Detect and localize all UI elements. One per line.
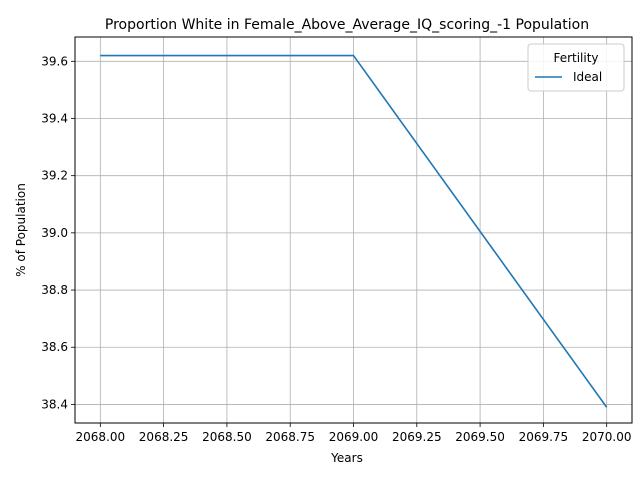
x-tick-label: 2068.50 <box>202 430 252 444</box>
series-line-ideal <box>100 54 608 408</box>
x-tick-label: 2069.50 <box>455 430 505 444</box>
legend-title: Fertility <box>553 51 598 65</box>
y-tick-label: 38.6 <box>41 340 68 354</box>
y-tick-label: 39.4 <box>41 111 68 125</box>
x-axis-label: Years <box>330 451 363 465</box>
series-layer <box>100 54 608 408</box>
legend-box <box>527 43 625 92</box>
x-tick-label: 2068.25 <box>139 430 189 444</box>
x-tick-label: 2069.25 <box>392 430 442 444</box>
legend-label-ideal: Ideal <box>573 70 602 84</box>
legend: Fertility Ideal <box>527 43 625 92</box>
grid-lines <box>75 37 632 423</box>
y-tick-label: 39.6 <box>41 54 68 68</box>
y-tick-label: 39.0 <box>41 226 68 240</box>
x-tick-label: 2070.00 <box>582 430 632 444</box>
y-axis-ticks: 38.4 38.6 38.8 39.0 39.2 39.4 39.6 <box>41 54 75 411</box>
x-tick-label: 2068.75 <box>265 430 315 444</box>
chart-title: Proportion White in Female_Above_Average… <box>105 17 589 33</box>
y-tick-label: 38.4 <box>41 397 68 411</box>
y-axis-label: % of Population <box>14 183 28 277</box>
x-tick-label: 2069.00 <box>329 430 379 444</box>
x-tick-label: 2068.00 <box>76 430 126 444</box>
x-tick-label: 2069.75 <box>519 430 569 444</box>
x-axis-ticks: 2068.00 2068.25 2068.50 2068.75 2069.00 2069.… <box>76 423 632 444</box>
y-tick-label: 38.8 <box>41 283 68 297</box>
y-tick-label: 39.2 <box>41 169 68 183</box>
